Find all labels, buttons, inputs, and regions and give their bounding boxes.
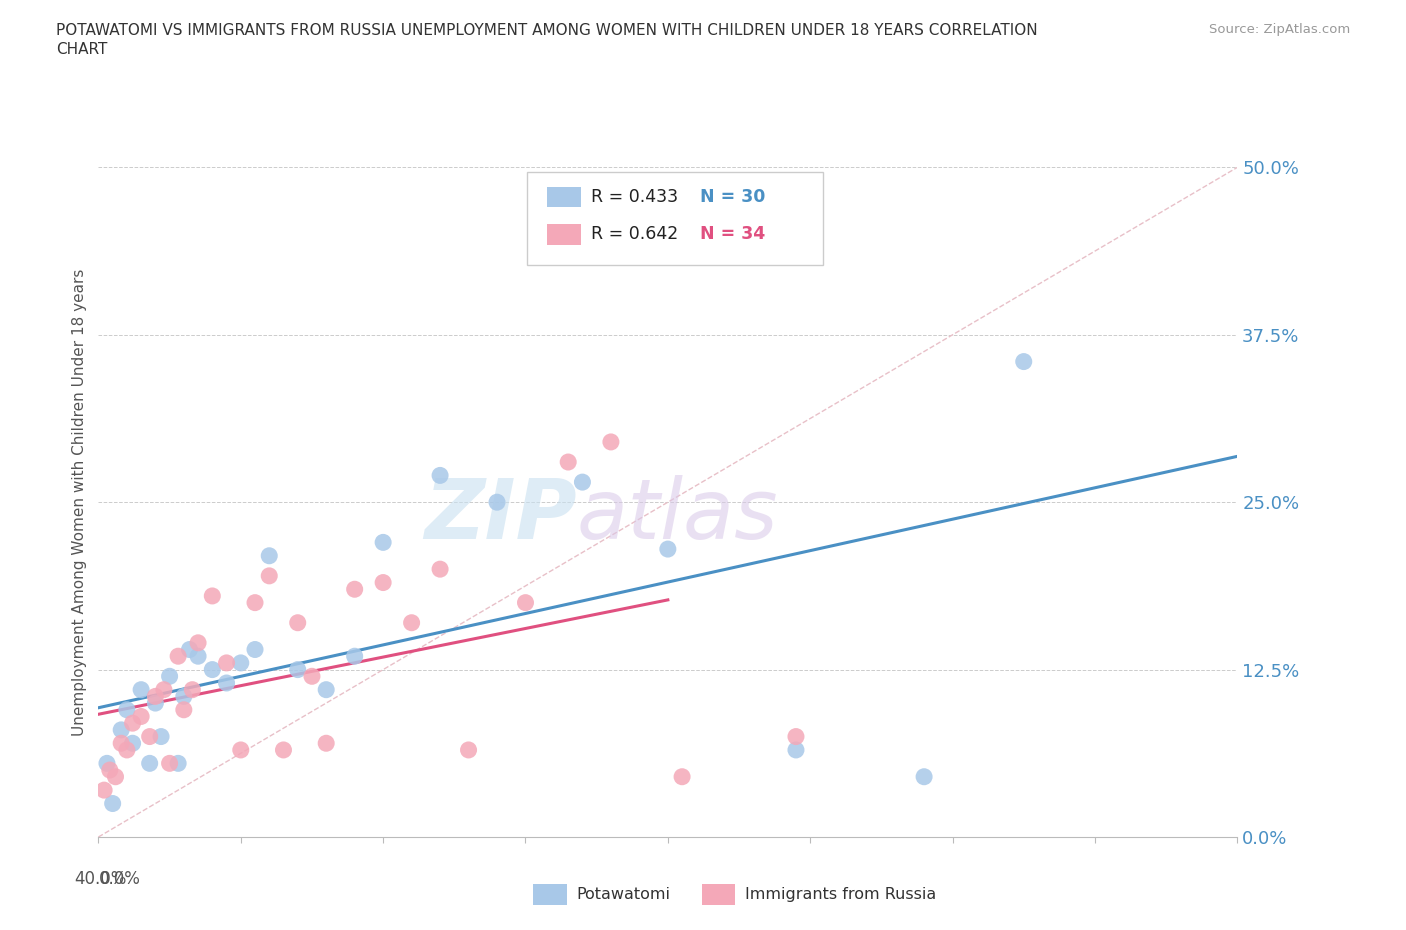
- Point: [201, 662, 224, 677]
- Point: [153, 683, 176, 698]
- Text: Potawatomi: Potawatomi: [576, 887, 671, 902]
- Point: [515, 595, 537, 610]
- Point: [173, 689, 195, 704]
- Point: [187, 635, 209, 650]
- Point: [273, 742, 295, 757]
- Point: [167, 649, 190, 664]
- Text: R = 0.642: R = 0.642: [591, 225, 678, 244]
- Y-axis label: Unemployment Among Women with Children Under 18 years: Unemployment Among Women with Children U…: [72, 269, 87, 736]
- Text: CHART: CHART: [56, 42, 108, 57]
- Point: [104, 769, 127, 784]
- Point: [187, 649, 209, 664]
- Point: [401, 616, 423, 631]
- Text: ZIP: ZIP: [425, 475, 576, 556]
- Point: [287, 662, 309, 677]
- Point: [429, 562, 451, 577]
- Point: [1012, 354, 1035, 369]
- Text: 40.0%: 40.0%: [75, 870, 127, 888]
- Point: [159, 756, 181, 771]
- Point: [287, 616, 309, 631]
- Point: [96, 756, 118, 771]
- Point: [110, 723, 132, 737]
- Text: Immigrants from Russia: Immigrants from Russia: [745, 887, 936, 902]
- Point: [110, 736, 132, 751]
- Text: Source: ZipAtlas.com: Source: ZipAtlas.com: [1209, 23, 1350, 36]
- Point: [115, 702, 138, 717]
- Point: [101, 796, 124, 811]
- Text: POTAWATOMI VS IMMIGRANTS FROM RUSSIA UNEMPLOYMENT AMONG WOMEN WITH CHILDREN UNDE: POTAWATOMI VS IMMIGRANTS FROM RUSSIA UNE…: [56, 23, 1038, 38]
- Point: [486, 495, 509, 510]
- Point: [181, 683, 204, 698]
- Point: [315, 736, 337, 751]
- Point: [215, 675, 238, 690]
- Point: [912, 769, 935, 784]
- Point: [229, 742, 252, 757]
- Point: [259, 568, 281, 583]
- Point: [98, 763, 121, 777]
- Point: [138, 729, 160, 744]
- Point: [115, 742, 138, 757]
- Point: [145, 696, 167, 711]
- Point: [457, 742, 479, 757]
- Point: [315, 683, 337, 698]
- Text: N = 30: N = 30: [700, 188, 765, 206]
- Point: [93, 783, 115, 798]
- Point: [371, 535, 394, 550]
- Point: [215, 656, 238, 671]
- Point: [785, 742, 807, 757]
- Text: R = 0.433: R = 0.433: [591, 188, 678, 206]
- Point: [167, 756, 190, 771]
- Point: [173, 702, 195, 717]
- Point: [243, 595, 266, 610]
- Point: [145, 689, 167, 704]
- Point: [557, 455, 579, 470]
- Point: [201, 589, 224, 604]
- Point: [785, 729, 807, 744]
- Point: [129, 683, 152, 698]
- Point: [259, 549, 281, 564]
- Point: [571, 474, 593, 489]
- Text: N = 34: N = 34: [700, 225, 765, 244]
- Point: [671, 769, 693, 784]
- Point: [657, 541, 679, 556]
- Text: atlas: atlas: [576, 475, 779, 556]
- Point: [121, 736, 143, 751]
- Point: [343, 582, 366, 597]
- Point: [243, 642, 266, 657]
- Point: [179, 642, 201, 657]
- Point: [343, 649, 366, 664]
- Point: [371, 575, 394, 590]
- Point: [121, 716, 143, 731]
- Point: [429, 468, 451, 483]
- Point: [138, 756, 160, 771]
- Point: [159, 669, 181, 684]
- Point: [229, 656, 252, 671]
- Point: [301, 669, 323, 684]
- Point: [150, 729, 173, 744]
- Point: [600, 434, 623, 449]
- Text: 0.0%: 0.0%: [98, 870, 141, 888]
- Point: [129, 709, 152, 724]
